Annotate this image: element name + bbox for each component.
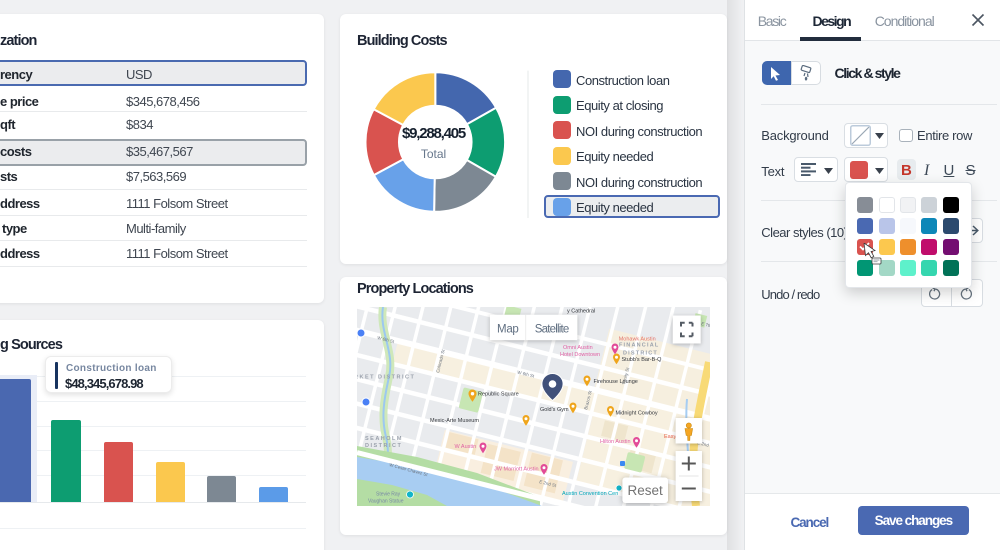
svg-text:Stubb's Bar-B-Q: Stubb's Bar-B-Q	[622, 357, 663, 363]
svg-text:Mohawk Austin: Mohawk Austin	[619, 336, 656, 342]
svg-text:Hilton Austin: Hilton Austin	[600, 439, 631, 445]
svg-text:W 6th St: W 6th St	[377, 335, 396, 344]
svg-text:E 2nd St: E 2nd St	[539, 479, 558, 488]
svg-text:Brazos St: Brazos St	[583, 389, 593, 410]
svg-text:SEAHOLM: SEAHOLM	[365, 436, 403, 442]
svg-text:Satellite: Satellite	[535, 323, 569, 335]
svg-text:Vaughan Statue: Vaughan Statue	[368, 498, 404, 504]
svg-text:Omni Austin: Omni Austin	[563, 345, 593, 351]
svg-text:Hotel Downtown: Hotel Downtown	[560, 352, 600, 358]
svg-text:E 7th St: E 7th St	[701, 321, 710, 330]
svg-text:DISTRICT: DISTRICT	[365, 443, 402, 449]
svg-text:Gold's Gym: Gold's Gym	[540, 407, 569, 413]
svg-text:E 2nd St: E 2nd St	[697, 440, 710, 449]
svg-text:DISTRICT: DISTRICT	[623, 350, 658, 356]
svg-text:Republic Square: Republic Square	[478, 391, 519, 397]
svg-text:FINANCIAL: FINANCIAL	[619, 342, 659, 348]
svg-text:RKET DISTRICT: RKET DISTRICT	[357, 374, 415, 380]
svg-text:Reset: Reset	[628, 483, 664, 498]
svg-text:Colorado St: Colorado St	[435, 348, 446, 373]
svg-text:JW Marriott Austin: JW Marriott Austin	[494, 466, 539, 472]
svg-text:Trinity St: Trinity St	[621, 366, 630, 385]
svg-text:Austin Convention Cen: Austin Convention Cen	[562, 491, 618, 497]
svg-text:Midnight Cowboy: Midnight Cowboy	[616, 410, 658, 416]
svg-text:y Cathedral: y Cathedral	[567, 308, 595, 314]
svg-text:Mexic-Arte Museum: Mexic-Arte Museum	[430, 418, 479, 424]
svg-text:W 6th St: W 6th St	[517, 369, 536, 378]
svg-text:W Austin: W Austin	[455, 444, 477, 450]
svg-text:Easy T: Easy T	[664, 434, 682, 440]
svg-text:Map: Map	[497, 323, 518, 335]
svg-text:Firehouse Lounge: Firehouse Lounge	[594, 379, 638, 385]
svg-text:Stevie Ray: Stevie Ray	[376, 491, 401, 497]
